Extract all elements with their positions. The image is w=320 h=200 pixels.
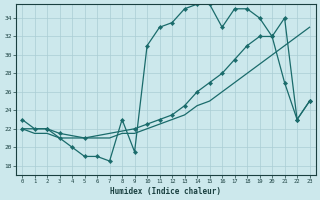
X-axis label: Humidex (Indice chaleur): Humidex (Indice chaleur) [110, 187, 221, 196]
